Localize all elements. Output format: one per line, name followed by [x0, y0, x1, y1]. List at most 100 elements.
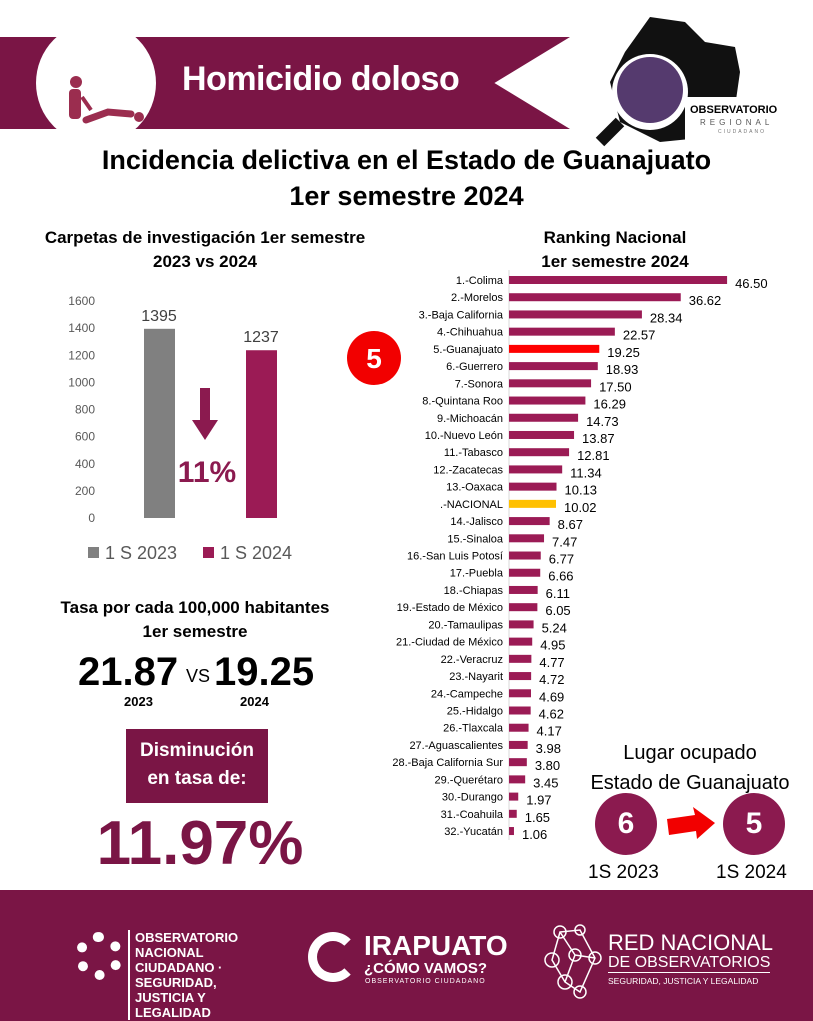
data-label: 28.34: [650, 310, 683, 325]
tasa-2023-value: 21.87: [78, 650, 179, 694]
category-label: 26.-Tlaxcala: [443, 723, 504, 735]
title-line: Lugar ocupado: [623, 742, 757, 764]
data-label: 4.95: [540, 638, 565, 653]
title-line: Estado de Guanajuato: [590, 772, 790, 794]
data-label: 11.34: [570, 465, 602, 480]
bar: [509, 448, 570, 457]
red-nacional-logo: SEGURIDAD, JUSTICIA Y LEGALIDAD: [608, 976, 759, 986]
bar: [509, 413, 579, 422]
year-2023-label: 2023: [124, 694, 153, 709]
bar: [509, 637, 533, 646]
title-line: Tasa por cada 100,000 habitantes: [60, 598, 330, 617]
arrow-down-icon: [192, 388, 218, 440]
category-label: 6.-Guerrero: [446, 361, 503, 373]
bar-1-S-2024: [246, 350, 277, 518]
data-label: 46.50: [735, 276, 768, 291]
title-line1: Incidencia delictiva en el Estado de Gua…: [101, 145, 712, 175]
footer: OBSERVATORIO NACIONAL CIUDADANO · SEGURI…: [0, 890, 813, 1021]
legend-swatch: [203, 547, 214, 558]
lugar-2024-label: 1S 2024: [716, 862, 787, 883]
bar: [509, 809, 517, 818]
title-line: Ranking Nacional: [543, 228, 687, 247]
data-label: 4.69: [539, 689, 564, 704]
left-chart-title: Carpetas de investigación 1er semestre 2…: [0, 226, 410, 274]
lugar-2023-circle: 6: [595, 793, 657, 855]
logo-text: CIUDADANO: [718, 129, 767, 135]
banner-title: Homicidio doloso: [182, 60, 460, 98]
data-label: 1395: [141, 308, 177, 325]
category-label: 3.-Baja California: [419, 309, 504, 321]
category-label: 16.-San Luis Potosí: [407, 551, 503, 563]
data-label: 8.67: [558, 517, 583, 532]
y-tick-label: 400: [75, 457, 95, 471]
bar: [509, 603, 538, 612]
title-line: Carpetas de investigación 1er semestre: [44, 228, 366, 247]
irapuato-logo-icon: [308, 932, 358, 982]
observatorio-nacional-logo-icon: [75, 932, 123, 980]
red-nacional-logo: DE OBSERVATORIOS: [608, 954, 771, 973]
box-line: Disminución: [139, 740, 254, 761]
arrow-right-icon: [667, 807, 715, 839]
lugar-2023-label: 1S 2023: [588, 862, 659, 883]
lugar-title: Lugar ocupado Estado de Guanajuato: [575, 738, 805, 798]
category-label: 17.-Puebla: [450, 568, 504, 580]
data-label: 14.73: [586, 414, 619, 429]
category-label: 7.-Sonora: [455, 378, 504, 390]
data-label: 6.77: [549, 552, 574, 567]
ranking-bar-chart: 1.-Colima 46.50 2.-Morelos 36.62 3.-Baja Cal…: [347, 270, 768, 842]
data-label: 5.24: [542, 620, 567, 635]
y-tick-label: 1600: [68, 294, 95, 308]
year-2024-label: 2024: [240, 694, 269, 709]
bar: [509, 534, 545, 543]
bar: [509, 293, 681, 302]
title-line: 1er semestre: [142, 622, 248, 641]
data-label: 3.98: [536, 741, 561, 756]
bar: [509, 740, 528, 749]
page-title: Incidencia delictiva en el Estado de Gua…: [0, 142, 813, 214]
bar: [509, 775, 526, 784]
change-annotation: 11%: [178, 456, 236, 489]
data-label: 19.25: [607, 345, 640, 360]
bar: [509, 362, 598, 371]
data-label: 1.06: [522, 827, 547, 842]
data-label: 4.72: [539, 672, 564, 687]
bar: [509, 430, 575, 439]
y-tick-label: 600: [75, 430, 95, 444]
data-label: 18.93: [606, 362, 639, 377]
y-tick-label: 0: [88, 511, 95, 525]
disminucion-value: 11.97%: [96, 809, 304, 878]
data-label: 22.57: [623, 328, 656, 343]
carpetas-bar-chart: 0 200 400 600 800 1000 1200 1400 1600 1395 1237 11%…: [68, 294, 292, 563]
box-line: en tasa de:: [147, 768, 247, 789]
bar-1-S-2023: [144, 328, 175, 518]
category-label: 12.-Zacatecas: [433, 464, 503, 476]
category-label: 14.-Jalisco: [450, 516, 503, 528]
category-label: 30.-Durango: [442, 792, 503, 804]
bar: [509, 310, 642, 319]
bar: [509, 568, 541, 577]
category-label: 4.-Chihuahua: [437, 327, 504, 339]
y-tick-label: 200: [75, 484, 95, 498]
legend-label: 1 S 2024: [220, 543, 292, 563]
bar: [509, 792, 519, 801]
bar: [509, 758, 527, 767]
bar: [509, 723, 529, 732]
bar: [509, 585, 538, 594]
category-label: 31.-Coahuila: [441, 809, 504, 821]
y-tick-label: 1400: [68, 321, 95, 335]
bar: [509, 551, 541, 560]
lugar-2024-circle: 5: [723, 793, 785, 855]
data-label: 3.80: [535, 758, 560, 773]
category-label: 25.-Hidalgo: [447, 706, 503, 718]
bar: [509, 672, 532, 681]
data-label: 1.65: [525, 810, 550, 825]
tasa-2024-value: 19.25: [214, 650, 315, 694]
data-label: 7.47: [552, 534, 577, 549]
bar: [509, 379, 592, 388]
y-tick-label: 800: [75, 403, 95, 417]
data-label: 10.02: [564, 500, 597, 515]
category-label: 23.-Nayarit: [449, 671, 503, 683]
red-nacional-network-icon: [544, 924, 602, 999]
observatorio-regional-logo: OBSERVATORIO REGIONAL CIUDADANO: [590, 12, 800, 152]
category-label: 2.-Morelos: [451, 292, 503, 304]
